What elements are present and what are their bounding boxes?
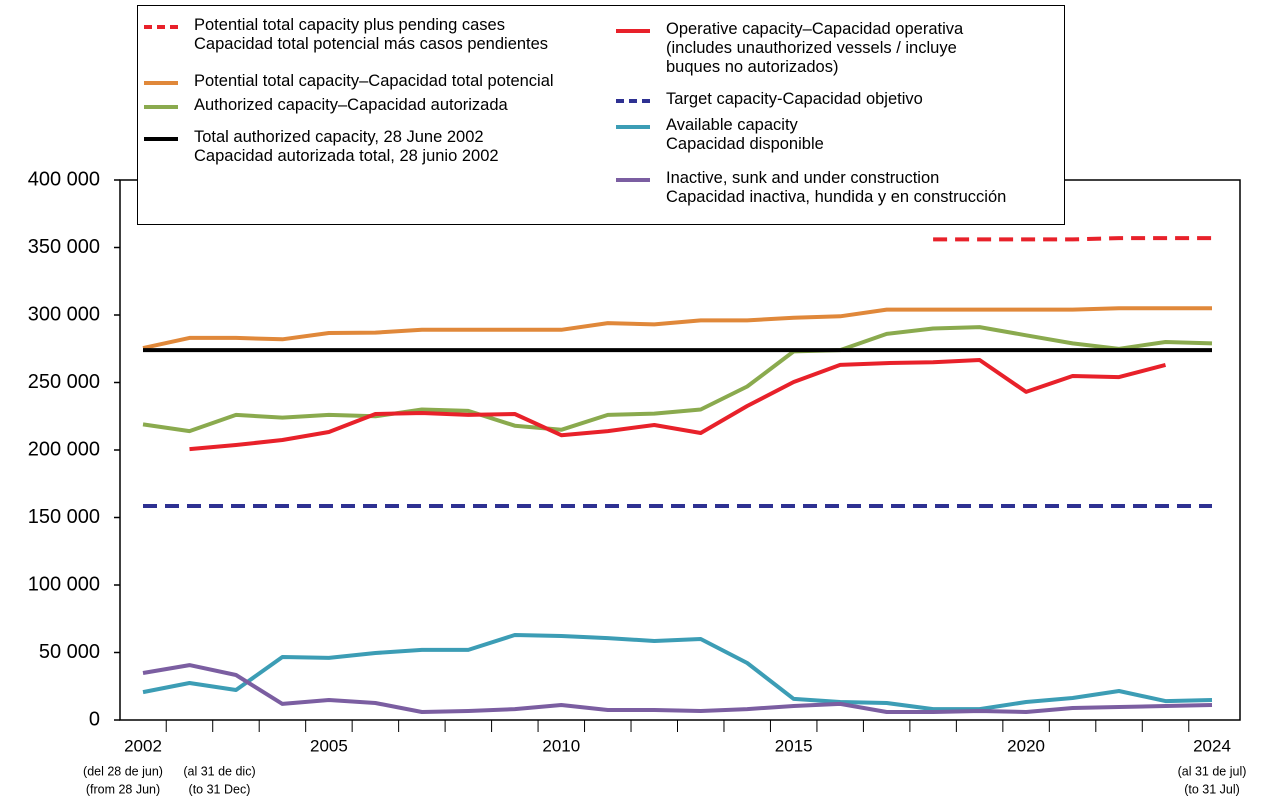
y-tick-label: 250 000 xyxy=(28,371,100,393)
legend-item: Potential total capacity plus pending ca… xyxy=(144,16,548,54)
legend-label: Authorized capacity–Capacidad autorizada xyxy=(194,96,508,114)
legend-swatch xyxy=(616,178,650,182)
legend-item: Potential total capacity–Capacidad total… xyxy=(144,72,554,91)
legend-swatch xyxy=(616,125,650,129)
x-tick-label: 2010 xyxy=(542,736,580,755)
series-line xyxy=(142,306,1212,351)
series-line xyxy=(142,633,1213,712)
legend-item: Total authorized capacity, 28 June 2002 … xyxy=(144,128,499,166)
y-tick-label: 350 000 xyxy=(28,236,100,258)
series-line xyxy=(142,663,1213,714)
x-note: (del 28 de jun) xyxy=(83,764,163,778)
legend-swatch xyxy=(144,105,178,109)
series-line xyxy=(933,236,1212,242)
y-tick-label: 100 000 xyxy=(28,573,100,595)
legend-label: Operative capacity–Capacidad operativa (… xyxy=(666,20,964,76)
legend-item: Available capacity Capacidad disponible xyxy=(616,116,824,154)
legend-label: Inactive, sunk and under construction Ca… xyxy=(666,169,1007,206)
legend-item: Target capacity-Capacidad objetivo xyxy=(616,90,923,109)
y-tick-label: 300 000 xyxy=(28,303,100,325)
y-tick-label: 0 xyxy=(89,708,100,730)
x-tick-label: 2024 xyxy=(1193,736,1231,755)
x-note: (al 31 de jul) xyxy=(1178,764,1247,778)
series-line xyxy=(142,325,1213,434)
legend-label: Potential total capacity plus pending ca… xyxy=(194,16,549,53)
legend-swatch xyxy=(616,99,650,103)
x-tick-label: 2005 xyxy=(310,736,348,755)
legend-swatch xyxy=(144,137,178,141)
legend-swatch xyxy=(616,29,650,33)
legend-swatch xyxy=(144,81,178,85)
y-tick-label: 200 000 xyxy=(28,438,100,460)
legend-label: Available capacity Capacidad disponible xyxy=(666,116,824,153)
y-tick-label: 400 000 xyxy=(28,168,100,190)
legend-label: Potential total capacity–Capacidad total… xyxy=(194,72,554,90)
x-tick-label: 2002 xyxy=(124,736,162,755)
legend-swatch xyxy=(144,25,178,29)
y-tick-label: 150 000 xyxy=(28,506,100,528)
legend: Potential total capacity plus pending ca… xyxy=(137,5,1065,225)
legend-label: Total authorized capacity, 28 June 2002 … xyxy=(194,128,499,165)
legend-item: Inactive, sunk and under construction Ca… xyxy=(616,169,1006,207)
series-line xyxy=(189,358,1167,452)
y-tick-label: 50 000 xyxy=(39,641,100,663)
x-tick-label: 2020 xyxy=(1007,736,1045,755)
legend-item: Operative capacity–Capacidad operativa (… xyxy=(616,20,963,77)
x-note: (al 31 de dic) xyxy=(183,764,255,778)
x-note: (from 28 Jun) xyxy=(86,782,160,796)
x-note: (to 31 Dec) xyxy=(189,782,251,796)
x-tick-label: 2015 xyxy=(775,736,813,755)
legend-label: Target capacity-Capacidad objetivo xyxy=(666,90,923,108)
legend-item: Authorized capacity–Capacidad autorizada xyxy=(144,96,508,115)
x-note: (to 31 Jul) xyxy=(1184,782,1240,796)
